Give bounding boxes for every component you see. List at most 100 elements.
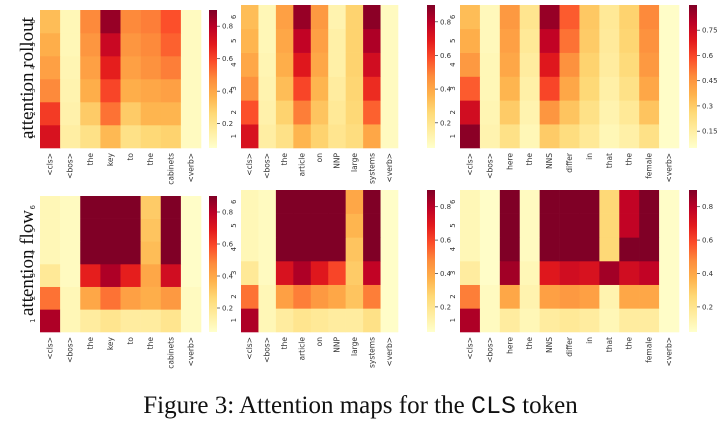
colorbar-tick-label: 0.6: [702, 237, 714, 245]
heatmap-cell: [100, 79, 121, 103]
heatmap-cell: [345, 284, 364, 309]
x-tick-label: <cls>: [245, 153, 254, 176]
heatmap-cell: [499, 52, 521, 77]
heatmap-cell: [310, 76, 329, 101]
heatmap-cell: [310, 213, 329, 238]
heatmap-cell: [479, 261, 501, 285]
heatmap-cell: [579, 52, 600, 77]
x-tick-label: <verb>: [665, 337, 674, 366]
heatmap-cell: [258, 124, 277, 149]
y-tick-label: 4: [230, 62, 238, 67]
y-tick-label: 1: [449, 318, 457, 322]
y-tick-label: 2: [230, 110, 238, 114]
x-tick-label: the: [525, 337, 534, 350]
y-tick-label: 5: [29, 42, 37, 46]
heatmap-cell: [619, 237, 640, 262]
heatmap-cell: [579, 213, 600, 238]
x-tick-label: article: [298, 337, 307, 361]
heatmap-cell: [639, 308, 660, 333]
heatmap-cell: [140, 196, 162, 219]
y-tick-label: 6: [449, 14, 457, 19]
heatmap-cell: [310, 237, 329, 262]
heatmap-cell: [619, 5, 640, 30]
heatmap-cell: [275, 261, 294, 285]
heatmap-cell: [140, 309, 162, 333]
heatmap-cell: [380, 28, 399, 53]
heatmap-cell: [460, 124, 481, 149]
heatmap-cell: [460, 190, 481, 214]
x-tick-label: the: [625, 337, 634, 350]
heatmap-cell: [579, 261, 600, 285]
heatmap-cell: [539, 5, 560, 30]
heatmap-cell: [599, 237, 620, 262]
heatmap-cell: [380, 308, 399, 333]
y-tick-label: 3: [449, 271, 457, 275]
heatmap-cell: [559, 190, 580, 214]
heatmap-cell: [499, 100, 521, 125]
heatmap-cell: [519, 261, 540, 285]
heatmap-cell: [258, 237, 277, 262]
heatmap-cell: [599, 308, 620, 333]
heatmap-cell: [479, 237, 501, 262]
heatmap-cell: [160, 79, 182, 103]
heatmap-cell: [310, 308, 329, 333]
heatmap-cell: [579, 100, 600, 125]
heatmap-cell: [460, 237, 481, 262]
heatmap-cell: [559, 52, 580, 77]
heatmap-cell: [479, 52, 501, 77]
heatmap-cell: [328, 76, 346, 101]
heatmap-cell: [241, 308, 259, 333]
heatmap-cell: [293, 100, 312, 125]
heatmap-cell: [539, 237, 560, 262]
y-tick-label: 1: [29, 318, 37, 322]
heatmap-cell: [499, 284, 521, 309]
heatmap-cell: [380, 76, 399, 101]
colorbar-gradient: [427, 5, 435, 148]
heatmap-cell: [160, 102, 182, 126]
heatmap-cell: [241, 76, 259, 101]
heatmap-cell: [258, 308, 277, 333]
heatmap-cell: [140, 286, 162, 310]
heatmap-cell: [275, 308, 294, 333]
heatmap-cell: [539, 100, 560, 125]
heatmap-cell: [241, 52, 259, 77]
heatmap-cell: [559, 100, 580, 125]
heatmap-cell: [659, 28, 680, 53]
caption-code: CLS: [470, 392, 516, 421]
x-tick-label: the: [625, 153, 634, 166]
heatmap-cell: [328, 261, 346, 285]
y-tick-label: 4: [230, 246, 238, 251]
heatmap-cell: [363, 308, 381, 333]
heatmap-cell: [479, 76, 501, 101]
x-tick-label: here: [505, 337, 514, 354]
heatmap-cell: [460, 213, 481, 238]
heatmap-cell: [160, 286, 182, 310]
heatmap-cell: [258, 100, 277, 125]
heatmap-cell: [293, 213, 312, 238]
heatmap-cell: [293, 124, 312, 149]
heatmap-cell: [140, 125, 162, 149]
heatmap-cell: [60, 286, 81, 310]
colorbar-tick-label: 0.2: [222, 120, 233, 128]
heatmap-cell: [380, 5, 399, 30]
heatmap-cell: [659, 308, 680, 333]
heatmap-cell: [328, 124, 346, 149]
heatmap-cell: [479, 100, 501, 125]
heatmap-cell: [275, 28, 294, 53]
x-tick-label: <verb>: [385, 153, 394, 182]
colorbar: 0.2 0.4 0.6 0.8: [427, 5, 452, 148]
heatmap-cell: [258, 52, 277, 77]
heatmap-cell: [310, 52, 329, 77]
heatmap-cell: [258, 190, 277, 214]
heatmap-cell: [310, 190, 329, 214]
heatmap-cell: [180, 33, 202, 57]
heatmap-cell: [599, 190, 620, 214]
heatmap-cell: [460, 5, 481, 30]
heatmap-cell: [100, 309, 121, 333]
heatmap-cell: [180, 56, 202, 80]
heatmap-cell: [559, 124, 580, 149]
heatmap-cell: [275, 52, 294, 77]
heatmap-cell: [519, 237, 540, 262]
heatmap-cell: [499, 213, 521, 238]
heatmap-cell: [100, 125, 121, 149]
